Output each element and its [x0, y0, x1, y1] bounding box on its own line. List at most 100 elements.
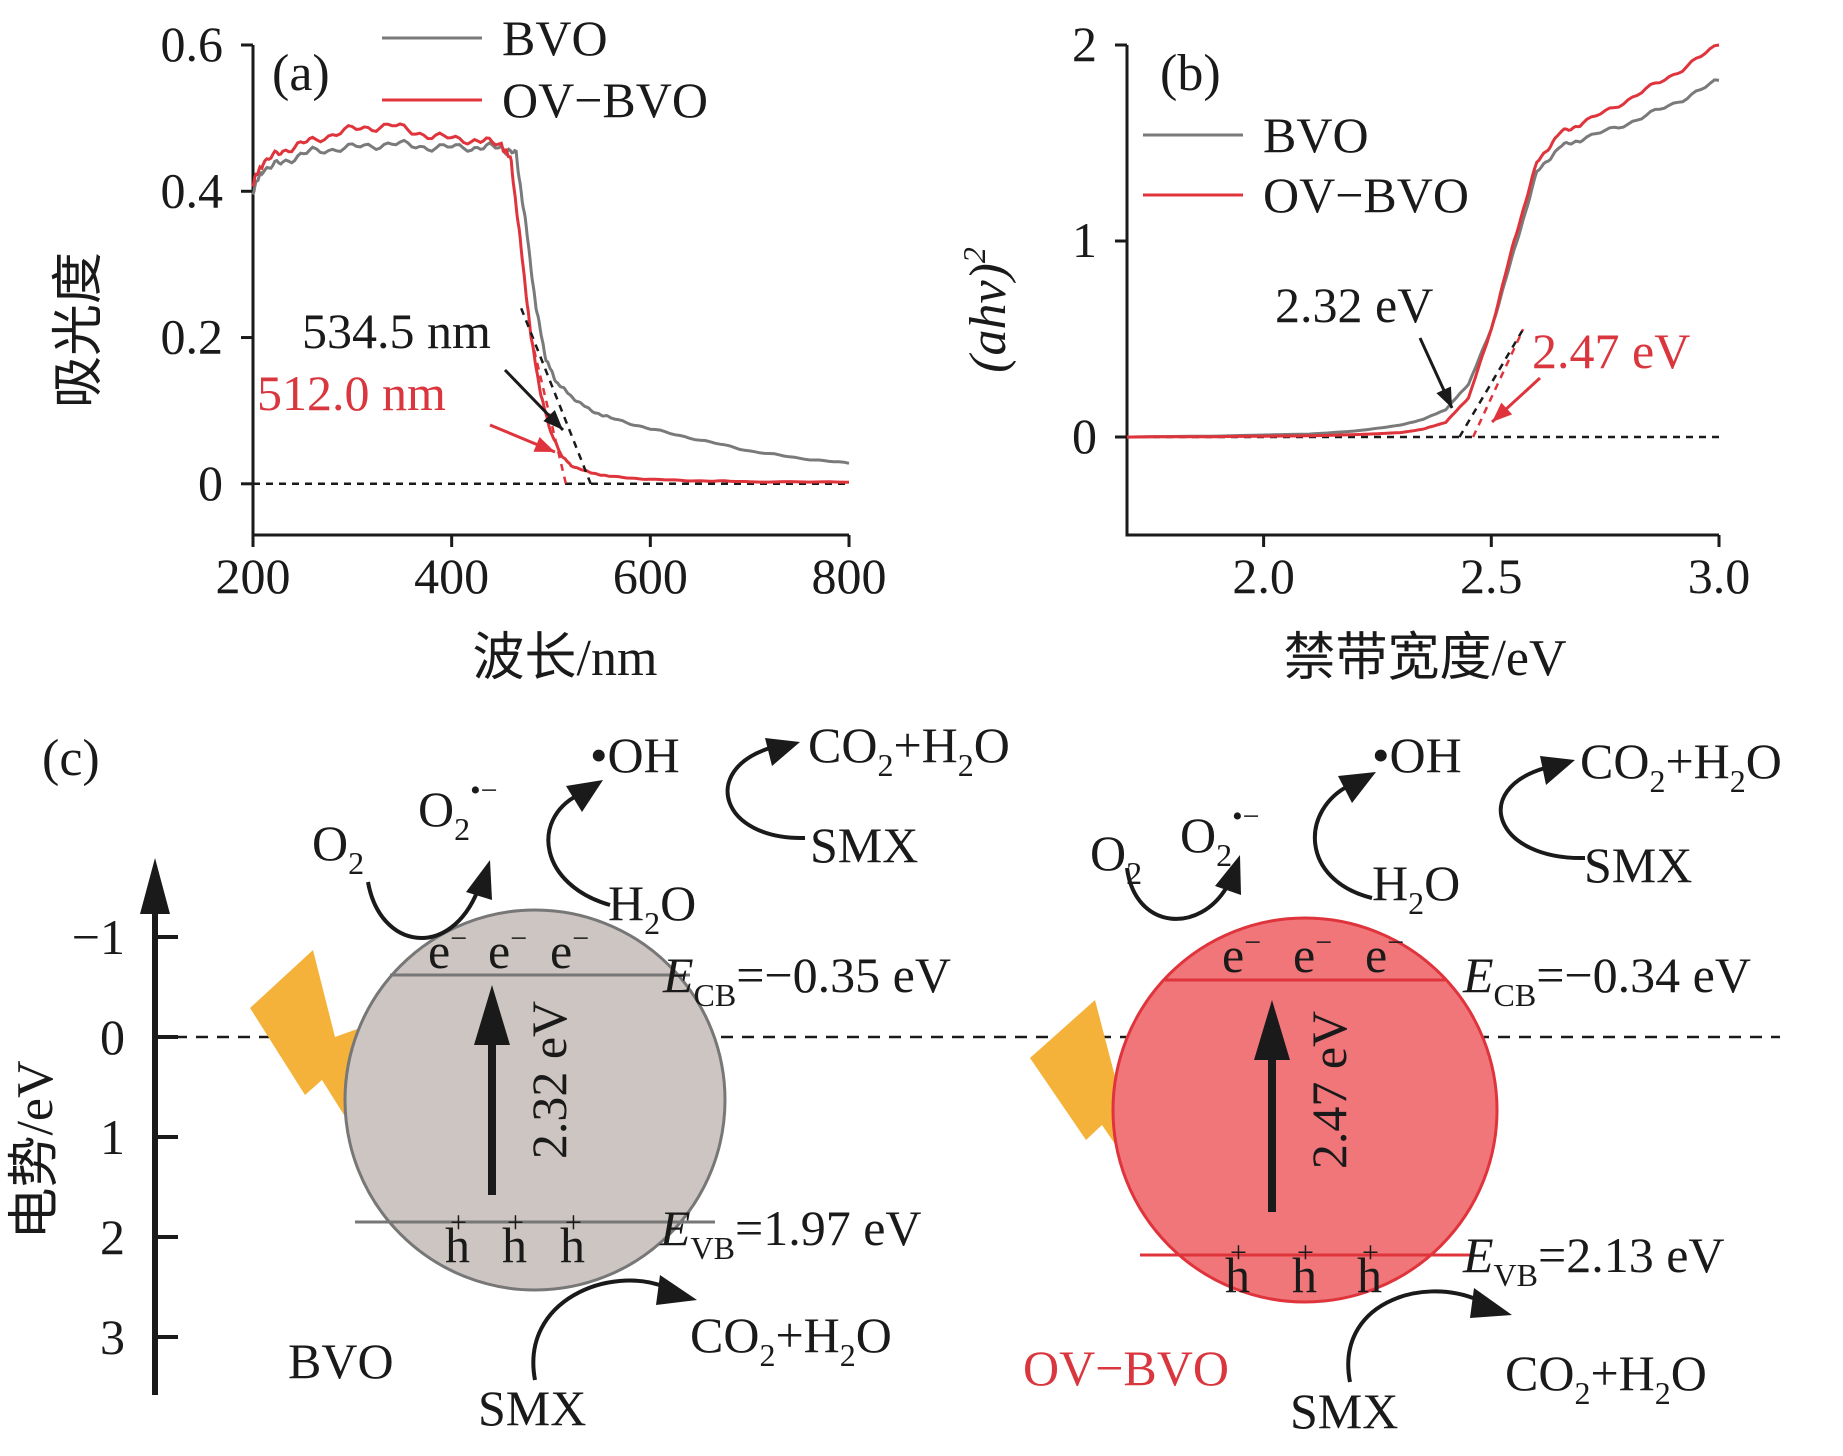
- arrow-head-icon: [533, 436, 555, 452]
- panel-a-ylabel: 吸光度: [51, 252, 108, 408]
- ov-bvo-excitation-arrow-head-icon: [1254, 1000, 1290, 1060]
- annotation-label: 534.5 nm: [302, 303, 491, 359]
- ov-bvo-h2o: H2O: [1372, 855, 1460, 921]
- ov-bvo-particle: [1111, 916, 1499, 1304]
- ov-bvo-o2-reduction-arrow: [1125, 867, 1230, 921]
- bvo-o2-radical: O2•−: [418, 774, 498, 847]
- tangent-line: [1458, 328, 1525, 438]
- potential-ticks: −1 0 1 2 3: [72, 909, 178, 1365]
- y-tick-label: 0: [198, 455, 223, 511]
- ov-bvo-ecb-label: ECB=−0.34 eV: [1462, 947, 1751, 1013]
- ov-bvo-oh-radical: •OH: [1372, 727, 1462, 783]
- arrow-head-icon: [1492, 402, 1513, 422]
- annotation-label: 512.0 nm: [257, 365, 446, 421]
- panel-a-xlabel: 波长/nm: [473, 630, 658, 687]
- svg-text:e−: e−: [1222, 926, 1261, 983]
- legend-label: OV−BVO: [502, 72, 708, 128]
- series-line-ov-bvo: [1126, 43, 1720, 439]
- arrow-head-icon: [543, 410, 563, 430]
- series-line-bvo: [1126, 78, 1720, 439]
- bvo-excitation-arrow-head-icon: [474, 985, 510, 1045]
- svg-text:h+: h+: [560, 1206, 585, 1273]
- x-tick-label: 2.5: [1460, 548, 1523, 604]
- svg-text:h+: h+: [1225, 1236, 1250, 1303]
- ov-bvo-name: OV−BVO: [1023, 1340, 1229, 1396]
- ov-bvo-h2o-oxidation-arrow: [1312, 783, 1373, 900]
- panel-a-plot-area: 200 400 600 800 0 0.2 0.4 0.6 BVO OV−BVO 534.5 nm 5…: [161, 10, 887, 604]
- svg-text:h+: h+: [445, 1206, 470, 1273]
- ov-bvo-holes: h+ h+ h+: [1225, 1236, 1382, 1303]
- bvo-smx-oxidation-arrow-top: [725, 746, 806, 841]
- arrow-head-icon: [1215, 855, 1241, 895]
- bvo-o2: O2: [312, 815, 364, 881]
- tangent-line: [1471, 328, 1525, 438]
- ov-bvo-smx-oxidation-arrow-bottom: [1346, 1289, 1479, 1383]
- panel-c-label: (c): [42, 730, 100, 787]
- bvo-smx-bottom: SMX: [478, 1380, 586, 1436]
- bvo-co2-h2o-bottom: CO2+H2O: [690, 1307, 892, 1373]
- y-tick-label: 0.2: [161, 309, 224, 365]
- panel-b-ylabel: (ahv)2: [956, 247, 1017, 373]
- legend-label: BVO: [1263, 107, 1369, 163]
- panel-c: (c) −1 0 1 2 3 电势/eV e− e− e− h+ h+: [7, 717, 1782, 1439]
- potential-axis-label: 电势/eV: [7, 1060, 64, 1239]
- svg-text:e−: e−: [488, 922, 527, 979]
- x-tick-label: 200: [216, 548, 291, 604]
- x-tick-label: 800: [812, 548, 887, 604]
- bvo-scheme: e− e− e− h+ h+ h+ 2.32 eV ECB=−0.35 eV E…: [250, 717, 1010, 1436]
- legend-label: BVO: [502, 10, 608, 66]
- ov-bvo-electrons: e− e− e−: [1222, 926, 1404, 983]
- axis-arrow-icon: [140, 858, 170, 914]
- panel-a: (a) 200 400 600 800 0 0.2 0.4 0.6 BVO OV−BVO 534.5…: [51, 10, 887, 687]
- potential-axis: −1 0 1 2 3 电势/eV: [7, 858, 178, 1395]
- panel-b-label: (b): [1160, 45, 1221, 102]
- potential-tick-label: −1: [72, 909, 125, 965]
- bvo-holes: h+ h+ h+: [445, 1206, 585, 1273]
- bvo-co2-h2o-top: CO2+H2O: [808, 717, 1010, 783]
- y-tick-label: 2: [1072, 16, 1097, 72]
- bvo-particle: [343, 908, 727, 1292]
- svg-text:h+: h+: [1357, 1236, 1382, 1303]
- svg-text:h+: h+: [1292, 1236, 1317, 1303]
- bvo-oh-radical: •OH: [590, 727, 680, 783]
- axis-frame: [1125, 45, 1719, 537]
- bvo-name: BVO: [288, 1333, 394, 1389]
- ov-bvo-co2-h2o-top: CO2+H2O: [1580, 733, 1782, 799]
- svg-text:e−: e−: [1293, 926, 1332, 983]
- bvo-evb-label: EVB=1.97 eV: [659, 1200, 922, 1266]
- ov-bvo-smx-top: SMX: [1584, 837, 1692, 893]
- ov-bvo-scheme: e− e− e− h+ h+ h+ 2.47 eV ECB=−0.34 eV E…: [1023, 727, 1782, 1439]
- potential-tick-label: 2: [100, 1209, 125, 1265]
- ov-bvo-smx-oxidation-arrow-top: [1498, 766, 1586, 861]
- x-tick-label: 400: [414, 548, 489, 604]
- bvo-ecb-label: ECB=−0.35 eV: [662, 947, 951, 1013]
- panel-b-xlabel: 禁带宽度/eV: [1283, 630, 1566, 687]
- bvo-smx-oxidation-arrow-bottom: [531, 1278, 666, 1381]
- arrow-head-icon: [1436, 386, 1452, 408]
- svg-text:e−: e−: [550, 922, 589, 979]
- y-tick-label: 1: [1072, 212, 1097, 268]
- bvo-h2o: H2O: [608, 875, 696, 941]
- ov-bvo-o2-radical: O2•−: [1180, 800, 1260, 873]
- potential-tick-label: 1: [100, 1109, 125, 1165]
- ov-bvo-evb-label: EVB=2.13 eV: [1462, 1227, 1725, 1293]
- arrow-head-icon: [466, 860, 492, 900]
- arrow-head-icon: [1338, 772, 1376, 803]
- potential-tick-label: 3: [100, 1309, 125, 1365]
- arrow-head-icon: [566, 780, 603, 812]
- tangent-line: [520, 307, 592, 485]
- annotation-label: 2.47 eV: [1532, 323, 1690, 379]
- bvo-smx-top: SMX: [810, 817, 918, 873]
- bvo-band-gap-label: 2.32 eV: [521, 1001, 577, 1159]
- y-tick-label: 0.4: [161, 162, 224, 218]
- ov-bvo-o2: O2: [1090, 825, 1142, 891]
- y-tick-label: 0.6: [161, 16, 224, 72]
- x-tick-label: 600: [613, 548, 688, 604]
- panel-a-label: (a): [272, 45, 330, 102]
- ov-bvo-band-gap-label: 2.47 eV: [1301, 1011, 1357, 1169]
- svg-text:h+: h+: [502, 1206, 527, 1273]
- arrow-head-icon: [1470, 1288, 1512, 1318]
